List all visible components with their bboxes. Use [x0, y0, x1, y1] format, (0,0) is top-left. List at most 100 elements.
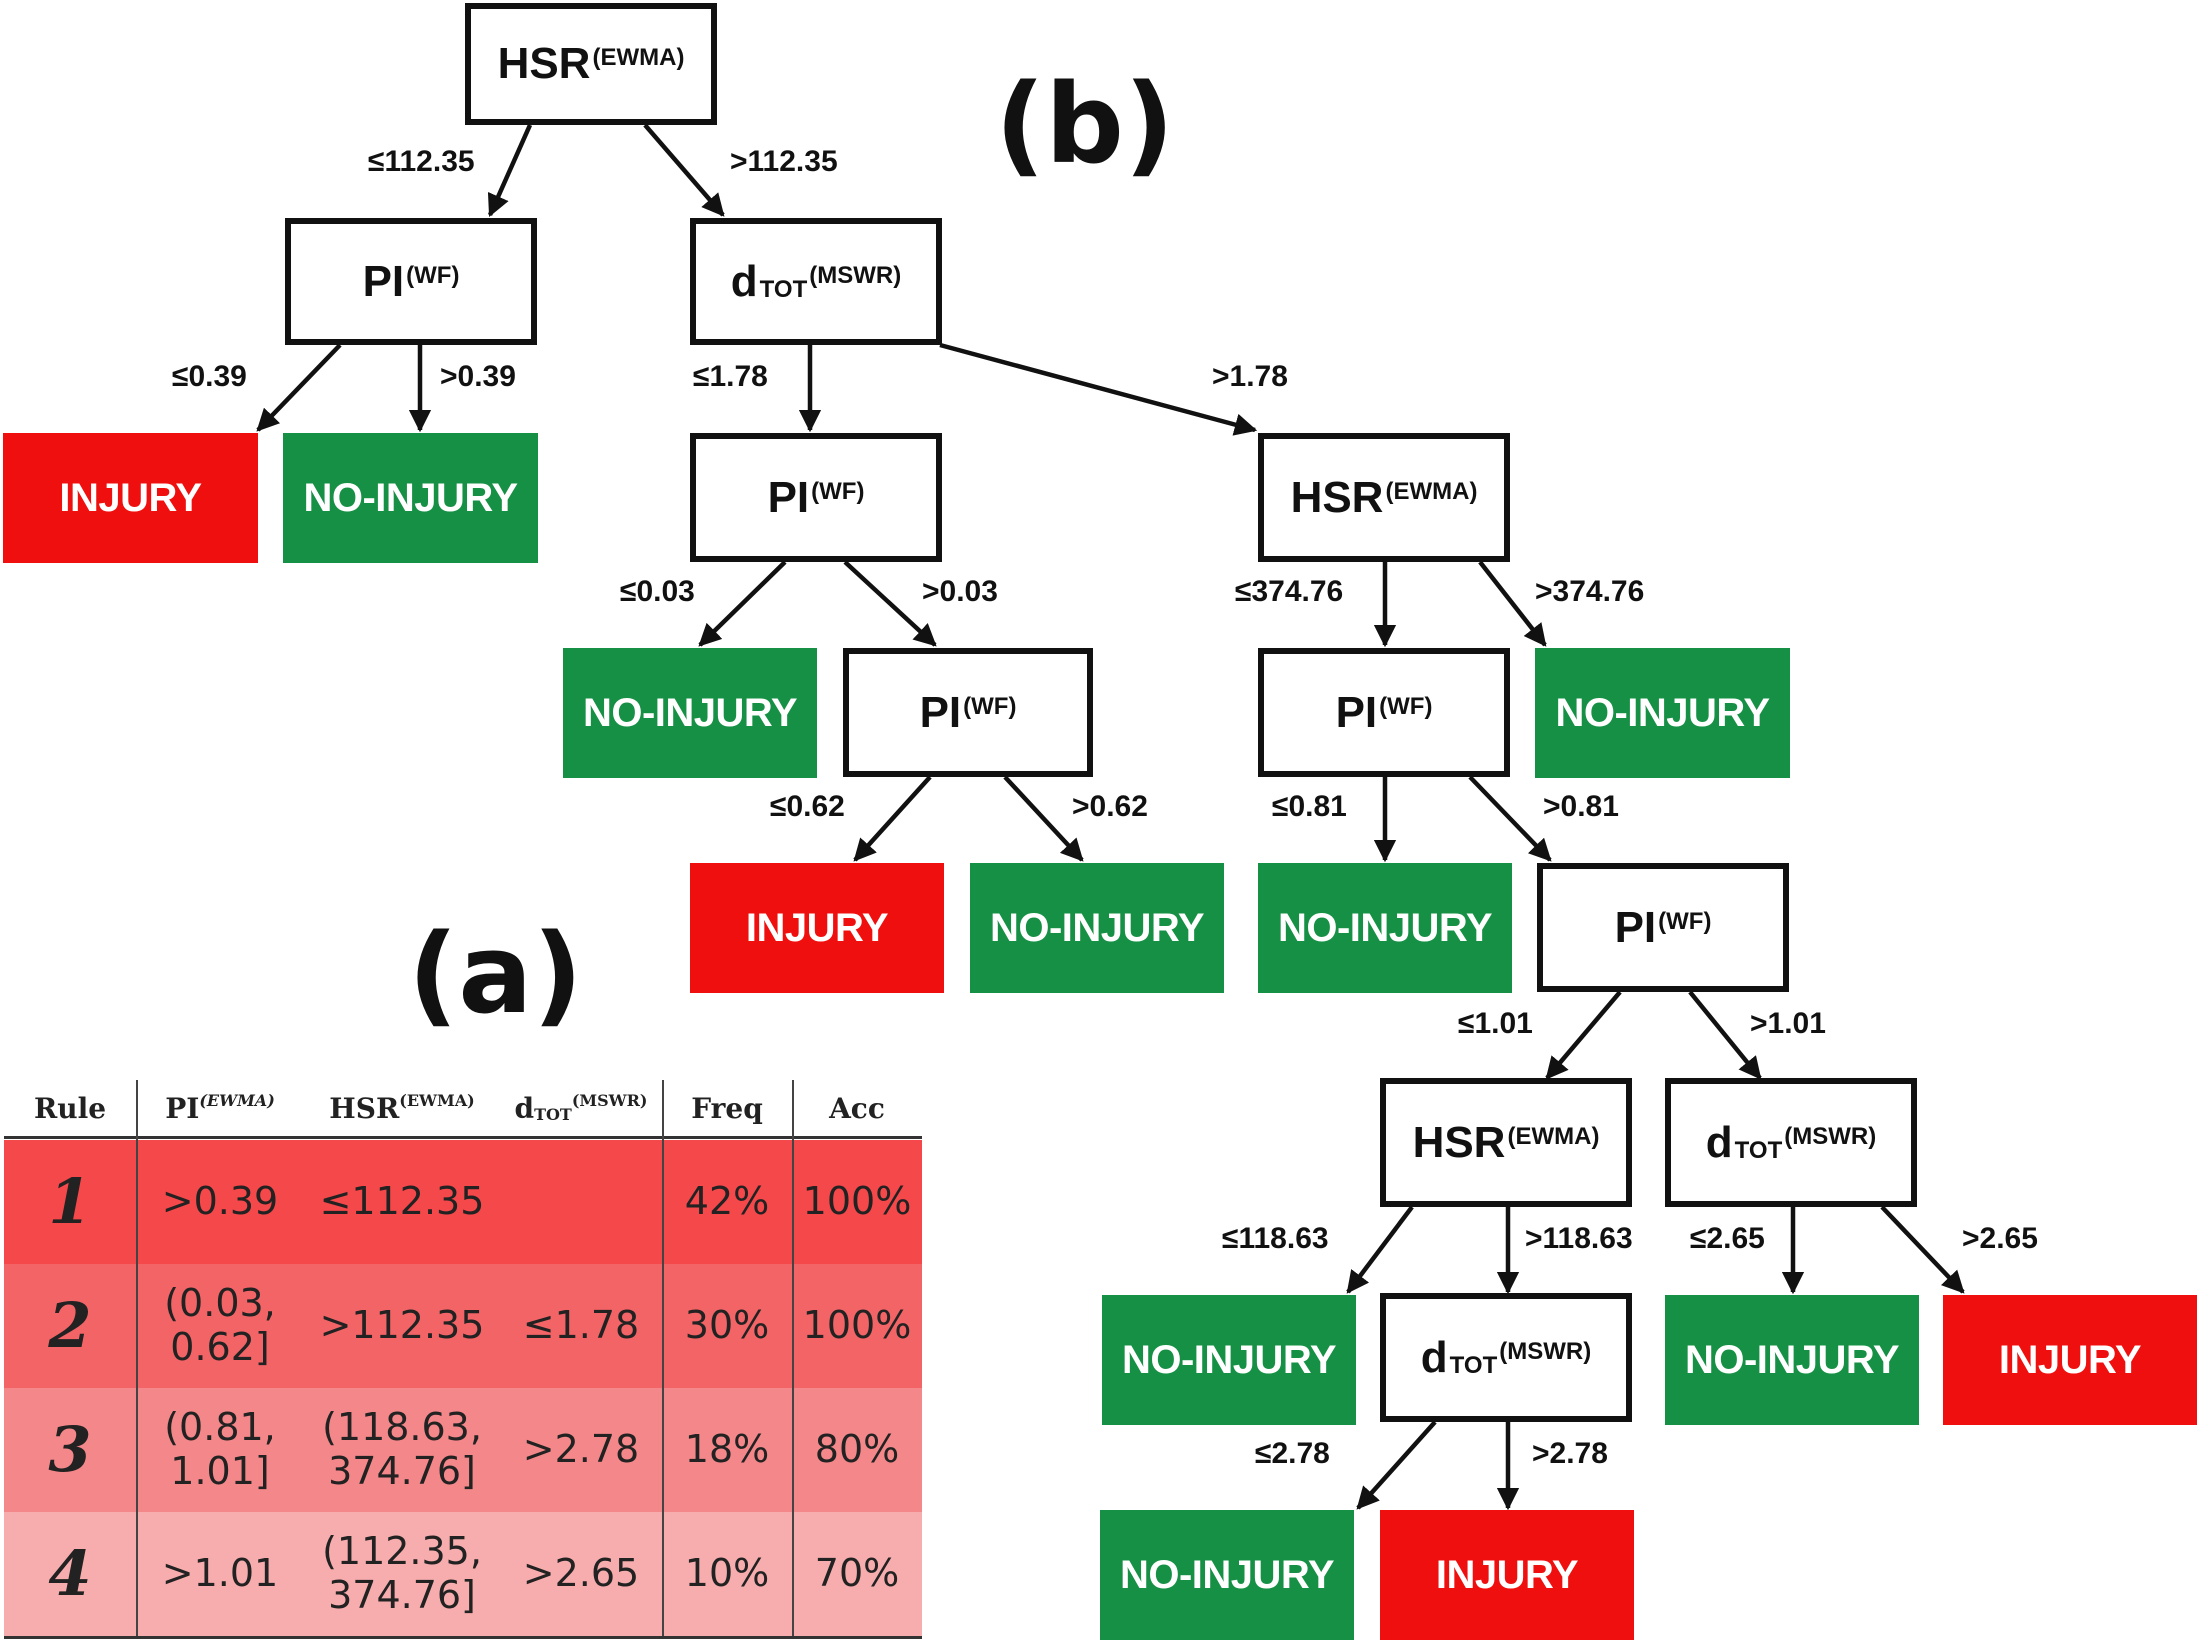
node-hsr-low: HSR (EWMA): [1380, 1078, 1632, 1207]
node-sup: (WF): [406, 261, 460, 289]
node-sup: (MSWR): [1784, 1122, 1877, 1150]
header-pi-sup: (EWMA): [199, 1090, 275, 1110]
cell-acc: 70%: [814, 1551, 900, 1596]
cell-freq: 30%: [684, 1303, 770, 1348]
panel-label-b: (b): [995, 60, 1175, 188]
edge-label: ≤1.78: [693, 360, 768, 393]
edge-label: >0.03: [922, 575, 998, 608]
header-rule: Rule: [33, 1091, 107, 1125]
node-sup: (EWMA): [1385, 477, 1478, 505]
cell-rule: 3: [48, 1413, 92, 1487]
edge-14: [1468, 775, 1552, 862]
edge-1: [487, 124, 533, 218]
cell-hsr: (118.63, 374.76]: [322, 1405, 482, 1493]
node-pi-deep: PI (WF): [1537, 863, 1789, 992]
node-hsr-mid: HSR (EWMA): [1258, 433, 1510, 562]
cell-pi: (0.81, 1.01]: [164, 1405, 276, 1493]
edge-label: ≤2.65: [1690, 1222, 1765, 1255]
node-sup: (EWMA): [1507, 1122, 1600, 1150]
node-dtot-right: d TOT (MSWR): [690, 218, 942, 345]
rules-table: Rule PI (EWMA) HSR (EWMA) d TOT (MSWR) Freq …: [4, 1080, 922, 1642]
node-sub: TOT: [1734, 1136, 1783, 1164]
leaf-injury: INJURY: [1380, 1510, 1634, 1640]
header-pi: PI (EWMA): [136, 1080, 304, 1136]
table-row: 1 >0.39 ≤112.35 42% 100%: [4, 1140, 922, 1264]
cell-acc: 100%: [802, 1179, 912, 1224]
header-freq: Freq: [691, 1091, 763, 1125]
edge-17: [1346, 1205, 1414, 1294]
node-var: PI: [919, 687, 962, 737]
edge-label: ≤0.81: [1272, 790, 1347, 823]
edge-20: [1880, 1205, 1965, 1294]
node-pi-lower: PI (WF): [843, 648, 1093, 777]
edge-label: >1.78: [1212, 360, 1288, 393]
edge-6: [939, 342, 1258, 436]
cell-acc: 80%: [814, 1427, 900, 1472]
node-var: HSR: [497, 39, 591, 88]
edge-21: [1356, 1420, 1437, 1510]
node-hsr-root: HSR (EWMA): [465, 3, 717, 125]
node-dtot-bottom: d TOT (MSWR): [1380, 1293, 1632, 1422]
node-pi-right: PI (WF): [1258, 648, 1510, 777]
edge-label: >2.65: [1962, 1222, 2038, 1255]
node-sup: (WF): [963, 692, 1017, 720]
cell-hsr: (112.35, 374.76]: [322, 1529, 482, 1617]
cell-dtot: >2.65: [522, 1551, 640, 1596]
cell-hsr: >112.35: [319, 1303, 485, 1348]
header-dtot: d TOT (MSWR): [500, 1080, 662, 1136]
column-divider: [136, 1080, 138, 1636]
edge-15: [1545, 990, 1622, 1080]
edge-label: ≤1.01: [1458, 1007, 1533, 1040]
edge-label: >0.62: [1072, 790, 1148, 823]
cell-rule: 1: [48, 1165, 92, 1239]
leaf-no-injury: NO-INJURY: [1665, 1295, 1919, 1425]
node-var: PI: [362, 256, 405, 306]
leaf-no-injury: NO-INJURY: [283, 433, 538, 563]
node-var: d: [1705, 1117, 1733, 1167]
cell-dtot: [500, 1140, 662, 1264]
cell-pi: >1.01: [161, 1551, 279, 1596]
table-row: 4 >1.01 (112.35, 374.76] >2.65 10% 70%: [4, 1512, 922, 1636]
node-sup: (MSWR): [1499, 1337, 1592, 1365]
node-var: d: [730, 256, 758, 306]
cell-freq: 42%: [684, 1179, 770, 1224]
header-divider: [4, 1136, 922, 1139]
header-dtot-sub: TOT: [534, 1104, 572, 1124]
leaf-no-injury: NO-INJURY: [1258, 863, 1512, 993]
edge-label: >374.76: [1535, 575, 1645, 608]
leaf-no-injury: NO-INJURY: [970, 863, 1224, 993]
edge-label: >112.35: [730, 145, 838, 178]
cell-hsr: ≤112.35: [319, 1179, 485, 1224]
node-sup: (WF): [1379, 692, 1433, 720]
leaf-injury: INJURY: [1943, 1295, 2197, 1425]
node-dtot-low: d TOT (MSWR): [1665, 1078, 1917, 1207]
edge-label: >118.63: [1525, 1222, 1633, 1255]
edge-label: >2.78: [1532, 1437, 1608, 1470]
edge-label: >0.81: [1543, 790, 1619, 823]
header-hsr: HSR (EWMA): [304, 1080, 500, 1136]
column-divider: [792, 1080, 794, 1636]
table-bottom-border: [4, 1636, 922, 1639]
cell-freq: 18%: [684, 1427, 770, 1472]
node-var: PI: [767, 472, 810, 522]
node-var: HSR: [1290, 472, 1384, 522]
cell-pi: (0.03, 0.62]: [164, 1281, 276, 1369]
cell-pi: >0.39: [161, 1179, 279, 1224]
header-pi-var: PI: [165, 1091, 200, 1125]
panel-label-a: (a): [408, 910, 583, 1038]
edge-11: [853, 775, 932, 862]
header-dtot-var: d: [514, 1091, 535, 1125]
edge-label: ≤118.63: [1222, 1222, 1329, 1255]
leaf-injury: INJURY: [690, 863, 944, 993]
leaf-no-injury: NO-INJURY: [1102, 1295, 1356, 1425]
leaf-no-injury: NO-INJURY: [563, 648, 817, 778]
table-row: 2 (0.03, 0.62] >112.35 ≤1.78 30% 100%: [4, 1264, 922, 1388]
node-sub: TOT: [759, 275, 808, 303]
edge-label: >1.01: [1750, 1007, 1826, 1040]
edge-8: [843, 560, 937, 647]
node-sup: (EWMA): [592, 44, 685, 71]
edge-label: ≤2.78: [1255, 1437, 1330, 1470]
edge-label: ≤374.76: [1235, 575, 1344, 608]
node-sup: (MSWR): [809, 261, 902, 289]
